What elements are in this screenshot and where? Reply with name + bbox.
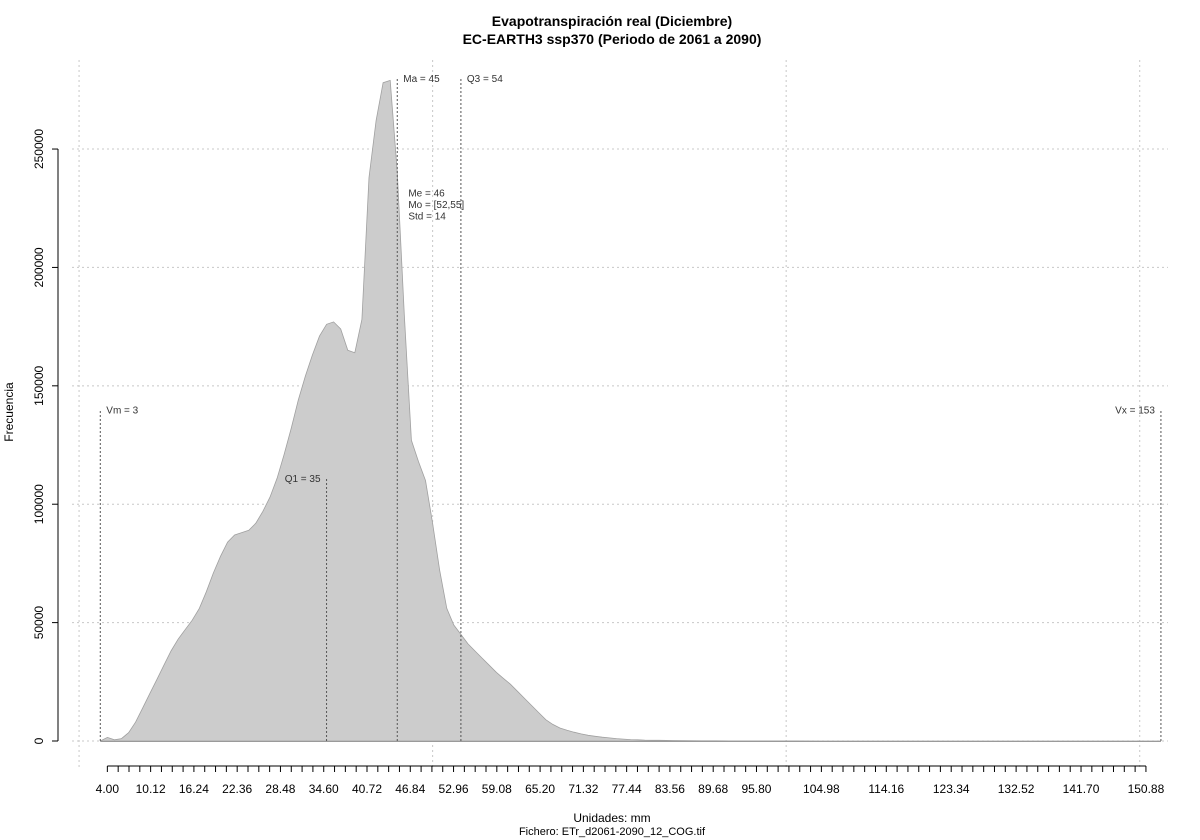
y-tick-label: 0: [32, 737, 46, 744]
x-tick-label: 52.96: [439, 782, 469, 796]
stats-box: Me = 46 Mo = [52,55] Std = 14: [408, 188, 464, 222]
x-tick-label: 123.34: [933, 782, 970, 796]
x-tick-label: 16.24: [179, 782, 209, 796]
y-tick-label: 200000: [32, 247, 46, 287]
frequency-area: [100, 79, 1161, 742]
x-tick-label: 40.72: [352, 782, 382, 796]
x-tick-label: 77.44: [612, 782, 642, 796]
annotation-label: Vm = 3: [106, 406, 138, 417]
stat-mode: Mo = [52,55]: [408, 200, 464, 211]
x-tick-label: 10.12: [136, 782, 166, 796]
annotation-label: Q3 = 54: [467, 74, 503, 85]
x-tick-label: 34.60: [309, 782, 339, 796]
x-axis-title: Unidades: mm: [573, 811, 650, 825]
x-tick-label: 65.20: [525, 782, 555, 796]
x-tick-label: 89.68: [698, 782, 728, 796]
y-tick-label: 250000: [32, 129, 46, 169]
annotation-label: Vx = 153: [1115, 406, 1155, 417]
y-tick-label: 50000: [32, 606, 46, 640]
x-tick-label: 83.56: [655, 782, 685, 796]
chart-subtitle: EC-EARTH3 ssp370 (Periodo de 2061 a 2090…: [463, 31, 762, 47]
x-tick-label: 141.70: [1063, 782, 1100, 796]
x-tick-label: 104.98: [803, 782, 840, 796]
x-tick-label: 59.08: [482, 782, 512, 796]
density-area: [100, 79, 1161, 742]
y-axis-title: Frecuencia: [2, 382, 16, 442]
x-tick-label: 71.32: [568, 782, 598, 796]
file-name: Fichero: ETr_d2061-2090_12_COG.tif: [519, 826, 706, 838]
y-axis: 0 50000 100000 150000 200000 250000: [32, 129, 59, 744]
x-tick-label: 150.88: [1128, 782, 1165, 796]
x-tick-label: 4.00: [96, 782, 120, 796]
x-tick-label: 22.36: [222, 782, 252, 796]
x-tick-label: 132.52: [998, 782, 1035, 796]
x-tick-label: 114.16: [868, 782, 904, 796]
x-tick-label: 46.84: [395, 782, 425, 796]
annotation-label: Ma = 45: [403, 74, 440, 85]
y-tick-label: 100000: [32, 484, 46, 524]
y-tick-label: 150000: [32, 365, 46, 405]
stat-median: Me = 46: [408, 188, 445, 199]
x-tick-label: 28.48: [265, 782, 295, 796]
annotation-lines: Vm = 3 Q1 = 35 Ma = 45 Q3 = 54 Vx = 153: [99, 74, 1162, 741]
chart-title: Evapotranspiración real (Diciembre): [492, 13, 732, 29]
x-axis: 4.00 10.12 16.24 22.36 28.48 34.60 40.72 46.84 5…: [96, 765, 1165, 796]
stat-std: Std = 14: [408, 211, 446, 222]
x-tick-label: 95.80: [741, 782, 771, 796]
annotation-label: Q1 = 35: [285, 474, 321, 485]
